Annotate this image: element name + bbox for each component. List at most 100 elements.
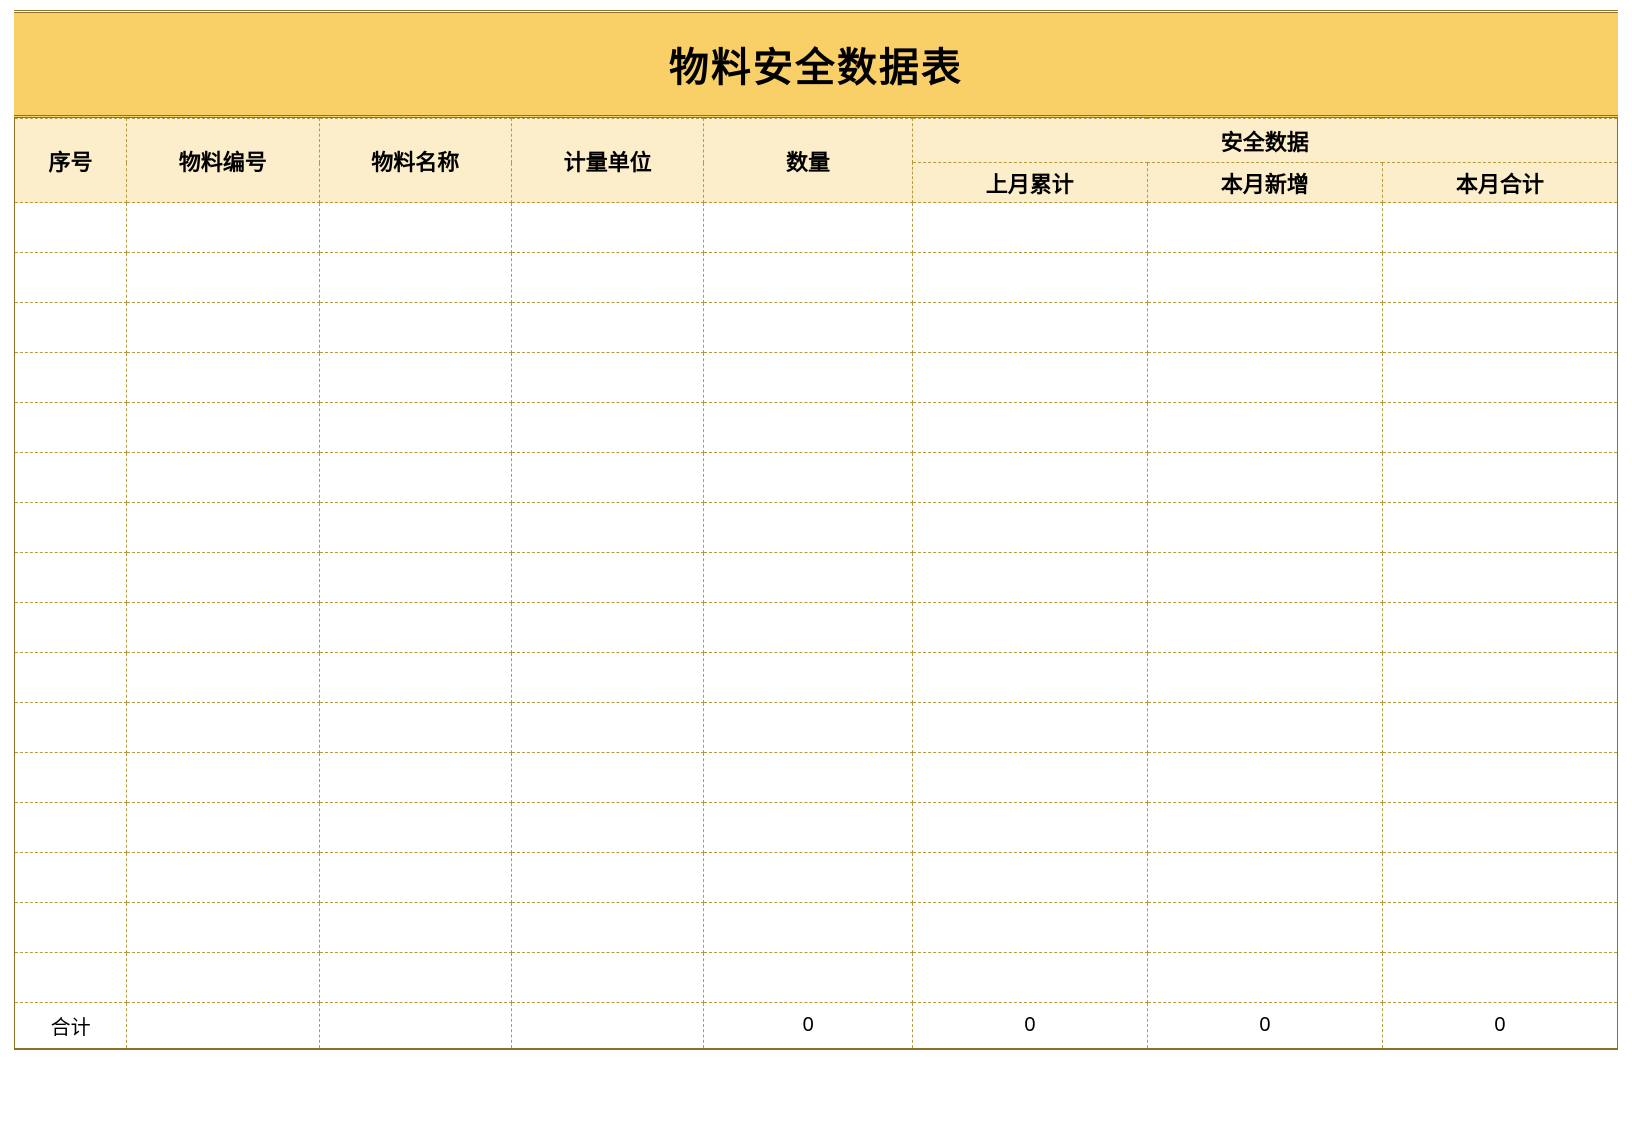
table-cell[interactable]: [127, 453, 319, 503]
table-cell[interactable]: [1382, 503, 1617, 553]
table-cell[interactable]: [1147, 853, 1382, 903]
table-cell[interactable]: [319, 353, 511, 403]
table-cell[interactable]: [512, 403, 704, 453]
table-cell[interactable]: [127, 253, 319, 303]
table-cell[interactable]: [1382, 403, 1617, 453]
table-cell[interactable]: [15, 603, 127, 653]
table-cell[interactable]: [512, 803, 704, 853]
table-cell[interactable]: [704, 403, 912, 453]
table-cell[interactable]: [127, 203, 319, 253]
table-cell[interactable]: [1382, 453, 1617, 503]
table-cell[interactable]: [319, 603, 511, 653]
table-cell[interactable]: [512, 703, 704, 753]
table-cell[interactable]: [319, 203, 511, 253]
table-cell[interactable]: [15, 553, 127, 603]
table-cell[interactable]: [512, 503, 704, 553]
table-cell[interactable]: [127, 853, 319, 903]
table-cell[interactable]: [1147, 803, 1382, 853]
table-cell[interactable]: [912, 953, 1147, 1003]
table-cell[interactable]: [512, 203, 704, 253]
table-cell[interactable]: [704, 553, 912, 603]
table-cell[interactable]: [1147, 903, 1382, 953]
table-cell[interactable]: [127, 503, 319, 553]
table-cell[interactable]: [319, 503, 511, 553]
table-cell[interactable]: [512, 853, 704, 903]
table-cell[interactable]: [912, 903, 1147, 953]
table-cell[interactable]: [319, 903, 511, 953]
table-cell[interactable]: [912, 403, 1147, 453]
table-cell[interactable]: [1147, 603, 1382, 653]
table-cell[interactable]: [319, 453, 511, 503]
table-cell[interactable]: [127, 803, 319, 853]
table-cell[interactable]: [512, 453, 704, 503]
table-cell[interactable]: [704, 703, 912, 753]
table-cell[interactable]: [127, 553, 319, 603]
table-cell[interactable]: [912, 203, 1147, 253]
table-cell[interactable]: [1147, 253, 1382, 303]
table-cell[interactable]: [319, 753, 511, 803]
table-cell[interactable]: [704, 353, 912, 403]
table-cell[interactable]: [912, 253, 1147, 303]
table-cell[interactable]: [15, 353, 127, 403]
table-cell[interactable]: [1147, 653, 1382, 703]
table-cell[interactable]: [704, 903, 912, 953]
table-cell[interactable]: [127, 703, 319, 753]
table-cell[interactable]: [704, 753, 912, 803]
table-cell[interactable]: [319, 403, 511, 453]
table-cell[interactable]: [912, 503, 1147, 553]
table-cell[interactable]: [319, 803, 511, 853]
table-cell[interactable]: [704, 203, 912, 253]
table-cell[interactable]: [15, 403, 127, 453]
table-cell[interactable]: [704, 853, 912, 903]
table-cell[interactable]: [512, 753, 704, 803]
table-cell[interactable]: [15, 803, 127, 853]
table-cell[interactable]: [15, 853, 127, 903]
table-cell[interactable]: [704, 503, 912, 553]
table-cell[interactable]: [1382, 753, 1617, 803]
table-cell[interactable]: [1147, 203, 1382, 253]
table-cell[interactable]: [512, 353, 704, 403]
table-cell[interactable]: [319, 303, 511, 353]
table-cell[interactable]: [15, 253, 127, 303]
table-cell[interactable]: [1147, 353, 1382, 403]
table-cell[interactable]: [127, 353, 319, 403]
table-cell[interactable]: [912, 803, 1147, 853]
table-cell[interactable]: [1382, 903, 1617, 953]
table-cell[interactable]: [704, 303, 912, 353]
table-cell[interactable]: [512, 953, 704, 1003]
table-cell[interactable]: [1382, 803, 1617, 853]
table-cell[interactable]: [912, 303, 1147, 353]
table-cell[interactable]: [512, 603, 704, 653]
table-cell[interactable]: [319, 853, 511, 903]
table-cell[interactable]: [319, 253, 511, 303]
table-cell[interactable]: [512, 653, 704, 703]
table-cell[interactable]: [1147, 953, 1382, 1003]
table-cell[interactable]: [912, 753, 1147, 803]
table-cell[interactable]: [512, 553, 704, 603]
table-cell[interactable]: [1382, 953, 1617, 1003]
table-cell[interactable]: [1147, 553, 1382, 603]
table-cell[interactable]: [512, 303, 704, 353]
table-cell[interactable]: [704, 803, 912, 853]
table-cell[interactable]: [15, 753, 127, 803]
table-cell[interactable]: [512, 903, 704, 953]
table-cell[interactable]: [127, 653, 319, 703]
table-cell[interactable]: [1147, 303, 1382, 353]
table-cell[interactable]: [512, 253, 704, 303]
table-cell[interactable]: [15, 903, 127, 953]
table-cell[interactable]: [127, 603, 319, 653]
table-cell[interactable]: [15, 703, 127, 753]
table-cell[interactable]: [319, 653, 511, 703]
table-cell[interactable]: [1147, 753, 1382, 803]
table-cell[interactable]: [912, 703, 1147, 753]
table-cell[interactable]: [127, 753, 319, 803]
table-cell[interactable]: [912, 853, 1147, 903]
table-cell[interactable]: [15, 453, 127, 503]
table-cell[interactable]: [704, 453, 912, 503]
table-cell[interactable]: [1382, 553, 1617, 603]
table-cell[interactable]: [1147, 453, 1382, 503]
table-cell[interactable]: [1382, 653, 1617, 703]
table-cell[interactable]: [1147, 403, 1382, 453]
table-cell[interactable]: [1382, 353, 1617, 403]
table-cell[interactable]: [704, 953, 912, 1003]
